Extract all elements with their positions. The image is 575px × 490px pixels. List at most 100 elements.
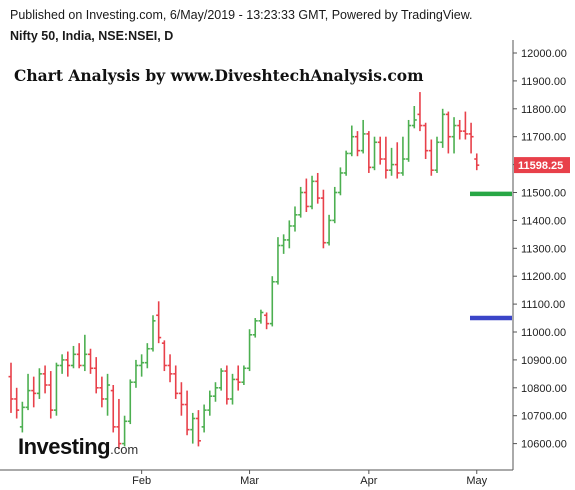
- ohlc-bar: [212, 382, 218, 402]
- ohlc-bar: [298, 186, 304, 218]
- y-tick-label: 12000.00: [521, 48, 567, 60]
- ohlc-bar: [423, 122, 429, 160]
- y-tick-label: 10900.00: [521, 355, 567, 367]
- ohlc-bar: [201, 404, 207, 433]
- ohlc-bar: [275, 237, 281, 285]
- ohlc-bar: [161, 340, 167, 372]
- y-tick-label: 11300.00: [521, 243, 566, 255]
- ohlc-bar: [76, 343, 82, 369]
- ohlc-bar: [269, 276, 275, 327]
- symbol-title: Nifty 50, India, NSE:NSEI, D: [10, 29, 174, 43]
- ohlc-bar: [383, 136, 389, 179]
- y-tick-label: 10700.00: [521, 411, 567, 423]
- ohlc-bar: [258, 309, 264, 324]
- ohlc-bar: [178, 382, 184, 416]
- ohlc-bar: [167, 354, 173, 383]
- ohlc-bar: [389, 147, 395, 176]
- y-tick-label: 11800.00: [521, 104, 566, 116]
- ohlc-bar: [19, 401, 25, 433]
- ohlc-bar: [150, 315, 156, 352]
- ohlc-bar: [428, 139, 434, 176]
- ohlc-bar: [474, 153, 480, 171]
- ohlc-bar: [394, 142, 400, 179]
- ohlc-bar: [25, 373, 31, 411]
- ohlc-bar: [195, 410, 201, 447]
- ohlc-bar: [366, 131, 372, 173]
- ohlc-bar: [332, 186, 338, 224]
- last-price-tag: 11598.25: [514, 157, 570, 174]
- ohlc-bar: [440, 108, 446, 148]
- ohlc-bar: [320, 189, 326, 249]
- ohlc-bar: [218, 368, 224, 391]
- ohlc-bar: [417, 92, 423, 132]
- published-attribution: Published on Investing.com, 6/May/2019 -…: [10, 8, 473, 22]
- ohlc-bar: [286, 220, 292, 249]
- ohlc-bars: [8, 92, 480, 450]
- ohlc-bar: [139, 354, 145, 377]
- ohlc-bar: [462, 111, 468, 140]
- ohlc-bar: [31, 376, 37, 408]
- ohlc-bar: [252, 318, 258, 338]
- last-price-badge: [514, 157, 570, 174]
- ohlc-bar: [173, 365, 179, 399]
- ohlc-bar: [292, 206, 298, 232]
- ohlc-bar: [230, 373, 236, 405]
- last-price-label: 11598.25: [518, 160, 563, 172]
- ohlc-bar: [360, 119, 366, 154]
- ohlc-bar: [445, 111, 451, 154]
- ohlc-bar: [105, 373, 111, 416]
- y-tick-label: 11200.00: [521, 271, 566, 283]
- x-tick-label: Apr: [360, 475, 377, 487]
- ohlc-bar: [451, 117, 457, 154]
- ohlc-bar: [457, 119, 463, 140]
- ohlc-bar: [468, 122, 474, 154]
- ohlc-bar: [184, 390, 190, 436]
- ohlc-bar: [241, 365, 247, 386]
- ohlc-bar: [354, 131, 360, 157]
- ohlc-bar: [99, 376, 105, 408]
- ohlc-bar: [116, 398, 122, 450]
- ohlc-bar: [42, 365, 48, 394]
- ohlc-bar: [343, 150, 349, 176]
- chart-analysis-watermark: Chart Analysis by www.DiveshtechAnalysis…: [14, 66, 424, 85]
- ohlc-bar: [372, 136, 378, 171]
- ohlc-bar: [36, 368, 42, 399]
- ohlc-bar: [48, 371, 54, 419]
- ohlc-bar: [326, 214, 332, 246]
- time-axis: Feb Mar Apr May: [0, 469, 513, 487]
- ohlc-bar: [82, 334, 88, 372]
- ohlc-bar: [315, 172, 321, 204]
- ohlc-bar: [434, 136, 440, 173]
- ohlc-bar: [264, 312, 270, 330]
- y-tick-label: 11900.00: [521, 76, 566, 88]
- ohlc-bar: [59, 354, 65, 374]
- x-tick-label: Feb: [132, 475, 151, 487]
- ohlc-bar: [65, 351, 71, 377]
- y-tick-label: 10800.00: [521, 383, 567, 395]
- y-tick-label: 11700.00: [521, 132, 566, 144]
- ohlc-bar: [207, 390, 213, 416]
- ohlc-bar: [8, 362, 14, 413]
- x-tick-label: Mar: [240, 475, 259, 487]
- ohlc-bar: [235, 365, 241, 391]
- ohlc-bar: [93, 357, 99, 394]
- ohlc-bar: [144, 343, 150, 369]
- price-axis: 12000.0011900.0011800.0011700.0011600.00…: [512, 40, 567, 470]
- ohlc-bar: [70, 345, 76, 369]
- horizontal-level-lines: [470, 191, 512, 321]
- y-tick-label: 11400.00: [521, 215, 566, 227]
- ohlc-bar: [406, 119, 412, 162]
- logo-suffix-text: .com: [110, 442, 139, 457]
- y-tick-label: 10600.00: [521, 439, 567, 451]
- ohlc-bar: [133, 359, 139, 388]
- y-tick-label: 11100.00: [521, 299, 565, 311]
- ohlc-bar: [337, 167, 343, 196]
- ohlc-bar: [190, 412, 196, 444]
- ohlc-bar: [400, 136, 406, 176]
- y-tick-label: 11500.00: [521, 188, 566, 200]
- ohlc-bar: [349, 125, 355, 157]
- ohlc-bar: [110, 385, 116, 433]
- ohlc-bar: [377, 136, 383, 165]
- logo-main-text: Investing: [18, 434, 111, 459]
